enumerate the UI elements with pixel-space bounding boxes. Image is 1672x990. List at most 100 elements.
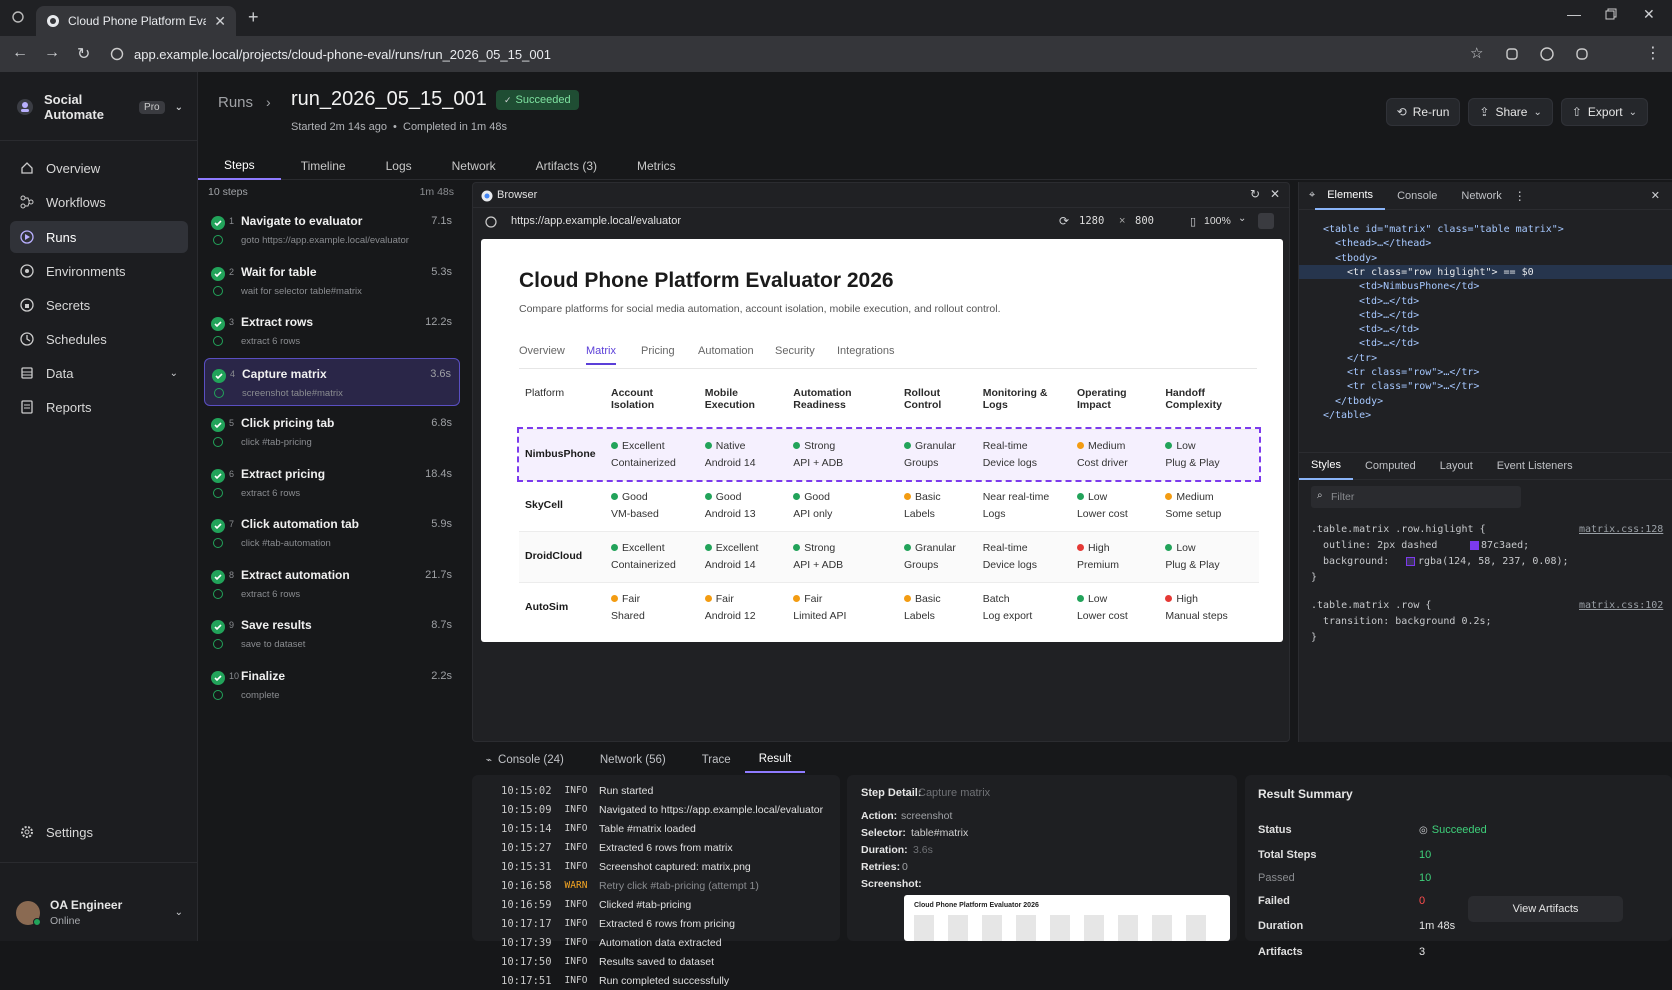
tab-elements[interactable]: Elements [1315,182,1386,210]
css-rule2-source[interactable]: matrix.css:102 [1579,600,1664,611]
new-tab-icon[interactable]: + [248,7,259,27]
close-tab-icon[interactable]: ✕ [214,12,226,29]
restore-icon[interactable] [1605,8,1617,20]
viewport-width[interactable]: 1280 [1079,215,1105,227]
step-item[interactable]: 3 Extract rows 12.2s extract 6 rows [204,307,460,355]
screenshot-thumbnail[interactable]: Cloud Phone Platform Evaluator 2026 [904,895,1230,941]
tab-network[interactable]: Network [451,159,496,173]
tab-layout[interactable]: Layout [1439,460,1473,472]
browser-tab[interactable]: Cloud Phone Platform Evaluator ✕ [36,6,236,36]
dom-node-selected[interactable]: <tr class="row higlight"> == $0 [1347,266,1534,278]
matrix-row[interactable]: AutoSim Fair Shared Fair Android 12 Fair Limit… [519,581,1259,633]
tab-devtools-network[interactable]: Network [1461,189,1502,202]
tab-console[interactable]: Console [1397,189,1438,202]
dom-node[interactable]: <tr class="row">…</tr> [1347,367,1480,378]
downloads-icon[interactable] [1575,47,1589,61]
reload-icon[interactable]: ↻ [77,46,91,63]
matrix-row-highlighted[interactable]: NimbusPhone Excellent Containerized Native A… [517,427,1261,482]
viewport-height[interactable]: 800 [1135,215,1154,227]
zoom-select[interactable]: 100% [1204,215,1231,227]
step-item[interactable]: 1 Navigate to evaluator 7.1s goto https://a… [204,206,460,254]
share-button[interactable]: ⇪ Share ⌄ [1468,98,1553,126]
menu-kebab-icon[interactable]: ⋮ [1645,45,1661,62]
dom-node[interactable]: <tbody> [1335,252,1378,264]
dom-node[interactable]: <thead>…</thead> [1335,238,1432,250]
step-item[interactable]: 5 Click pricing tab 6.8s click #tab-pricing [204,408,460,456]
sidebar-item-data[interactable]: Data ⌄ [10,357,188,389]
pane-refresh-icon[interactable]: ↻ [1250,187,1261,201]
sidebar-item-secrets[interactable]: Secrets [10,289,188,321]
dom-node[interactable]: </tr> [1347,352,1378,364]
tab-event-listeners[interactable]: Event Listeners [1496,460,1573,472]
tab-artifacts[interactable]: Artifacts (3) [535,159,597,173]
step-item[interactable]: 9 Save results 8.7s save to dataset [204,610,460,658]
dom-node[interactable]: <td>NimbusPhone</td> [1359,281,1480,293]
forward-icon[interactable]: → [44,44,60,61]
dom-node[interactable]: </tbody> [1335,395,1384,407]
tab-result[interactable]: Result [744,747,806,773]
tab-integrations[interactable]: Integrations [837,345,895,357]
sidebar-item-environments[interactable]: Environments [10,255,188,287]
step-item[interactable]: 4 Capture matrix 3.6s screenshot table#matr… [204,357,460,406]
sidebar-item-runs[interactable]: Runs [10,221,188,253]
sidebar-item-schedules[interactable]: Schedules [10,323,188,355]
tab-network-logs[interactable]: Network (56) [599,754,666,766]
step-item[interactable]: 2 Wait for table 5.3s wait for selector tab… [204,257,460,305]
tab-computed[interactable]: Computed [1364,460,1416,472]
close-window-icon[interactable]: ✕ [1643,6,1655,22]
extensions-icon[interactable] [1505,47,1519,61]
tab-logs[interactable]: Logs [385,159,412,173]
capture-button[interactable] [1258,213,1274,229]
dom-node[interactable]: <table id="matrix" class="table matrix"> [1323,224,1564,235]
tab-console-logs[interactable]: ⌁ Console (24) [472,747,578,773]
minimize-icon[interactable]: — [1567,6,1581,22]
dom-node[interactable]: <td>…</td> [1359,295,1420,307]
tab-overview[interactable]: Overview [519,345,565,357]
tab-steps[interactable]: Steps [198,152,281,180]
site-info-icon[interactable] [110,47,124,61]
export-button[interactable]: ⇧ Export ⌄ [1560,98,1648,126]
preview-url[interactable]: https://app.example.local/evaluator [511,215,681,227]
rerun-button[interactable]: ⟲ Re-run [1385,98,1461,126]
matrix-row[interactable]: DroidCloud Excellent Containerized Excellen… [519,530,1259,582]
tab-pricing[interactable]: Pricing [641,345,675,357]
breadcrumb-runs[interactable]: Runs [218,94,254,111]
tab-automation[interactable]: Automation [698,345,754,357]
step-item[interactable]: 8 Extract automation 21.7s extract 6 rows [204,560,460,608]
step-item[interactable]: 6 Extract pricing 18.4s extract 6 rows [204,459,460,507]
sidebar-item-overview[interactable]: Overview [10,152,188,184]
tab-timeline[interactable]: Timeline [300,159,346,173]
back-icon[interactable]: ← [12,44,28,61]
bookmark-star-icon[interactable]: ☆ [1470,45,1484,62]
step-item[interactable]: 7 Click automation tab 5.9s click #tab-auto… [204,509,460,557]
tab-trace[interactable]: Trace [701,754,731,766]
sidebar-item-reports[interactable]: Reports [10,391,188,423]
sidebar-item-settings[interactable]: Settings [10,816,188,848]
step-item[interactable]: 10 Finalize 2.2s complete [204,661,460,709]
dom-node[interactable]: <td>…</td> [1359,309,1420,321]
inspect-icon[interactable]: ⌖ [1309,189,1316,201]
css-rule-source[interactable]: matrix.css:128 [1579,524,1664,535]
view-artifacts-button[interactable]: View Artifacts [1468,896,1623,922]
rotate-icon[interactable]: ⟳ [1059,214,1070,228]
dom-node[interactable]: <tr class="row">…</tr> [1347,381,1480,393]
step-subtitle: wait for selector table#matrix [241,285,362,297]
profile-icon[interactable] [1540,47,1554,61]
dom-node[interactable]: </table> [1323,409,1372,421]
url-field[interactable]: app.example.local/projects/cloud-phone-e… [110,41,1510,67]
more-tabs-icon[interactable]: ⋮ [1513,188,1526,203]
dom-node[interactable]: <td>…</td> [1359,324,1420,336]
dom-node[interactable]: <td>…</td> [1359,338,1420,350]
user-menu[interactable]: OA Engineer Online ⌄ [16,898,183,927]
devtools-close-icon[interactable]: ✕ [1650,190,1660,202]
sidebar-item-workflows[interactable]: Workflows [10,186,188,218]
tab-search-icon[interactable] [12,11,24,23]
pane-close-icon[interactable]: ✕ [1270,187,1281,201]
tab-metrics[interactable]: Metrics [636,159,676,173]
workspace-switcher[interactable]: Social Automate Pro ⌄ [16,92,183,122]
matrix-row[interactable]: SkyCell Good VM-based Good Android 13 Good API… [519,479,1259,531]
tab-security[interactable]: Security [775,345,815,357]
styles-filter-input[interactable]: ⌕ Filter [1311,486,1521,508]
tab-styles[interactable]: Styles [1299,452,1353,480]
tab-matrix[interactable]: Matrix [586,345,616,365]
